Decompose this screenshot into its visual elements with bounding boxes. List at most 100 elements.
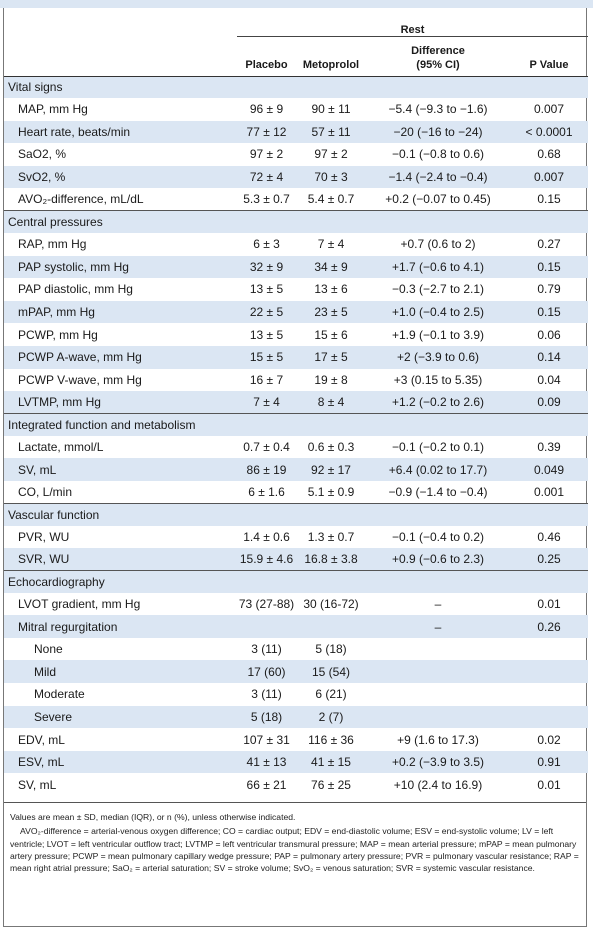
table-row: None 3 (11) 5 (18) (4, 638, 588, 661)
metoprolol-value: 6 (21) (315, 687, 347, 702)
p-value: 0.09 (510, 391, 589, 414)
top-band (0, 0, 593, 8)
placebo-value: 5.3 ± 0.7 (243, 192, 290, 207)
row-label: PCWP, mm Hg (18, 327, 98, 342)
section-row: Central pressures (4, 210, 589, 233)
placebo-value: 66 ± 21 (246, 777, 287, 792)
p-value: 0.02 (537, 732, 561, 747)
p-value: 0.25 (510, 548, 589, 571)
table-row: LVOT gradient, mm Hg 73 (27-88) 30 (16-72)… (4, 593, 588, 616)
row-label: SVR, WU (4, 548, 237, 571)
row-label: AVO₂-difference, mL/dL (18, 192, 144, 207)
p-value (510, 683, 588, 706)
p-value: 0.91 (510, 750, 589, 774)
placebo-value: 13 ± 5 (249, 327, 284, 342)
metoprolol-value: 92 ± 17 (296, 458, 366, 481)
table-row: Mitral regurgitation –0.26 (4, 615, 589, 638)
row-label: Mild (4, 660, 237, 684)
section-row: Integrated function and metabolism (4, 413, 589, 436)
header-difference: Difference (95% CI) (366, 36, 510, 77)
row-label: None (34, 642, 63, 657)
table-row: PAP diastolic, mm Hg 13 ± 5 13 ± 6 −0.3 (−2… (4, 278, 588, 301)
metoprolol-value (296, 615, 366, 638)
table-row: SVR, WU 15.9 ± 4.6 16.8 ± 3.8 +0.9 (−0.6 to… (4, 548, 589, 571)
p-value: 0.15 (537, 192, 561, 207)
section-row: Vital signs (4, 75, 589, 98)
row-label: PVR, WU (18, 529, 70, 544)
p-value: 0.01 (537, 596, 561, 611)
row-label: SV, mL (18, 777, 57, 792)
difference-value: +0.2 (−3.9 to 3.5) (366, 750, 510, 774)
p-value: 0.15 (510, 300, 589, 324)
table-row: Severe 5 (18) 2 (7) (4, 705, 589, 729)
metoprolol-value: 17 ± 5 (296, 345, 366, 369)
p-value: 0.79 (537, 282, 561, 297)
placebo-value: 15 ± 5 (237, 345, 296, 369)
header-placebo: Placebo (237, 36, 296, 77)
table-row: PCWP, mm Hg 13 ± 5 15 ± 6 +1.9 (−0.1 to 3.9… (4, 323, 588, 346)
metoprolol-value: 5.4 ± 0.7 (307, 192, 355, 207)
difference-value (366, 683, 510, 706)
difference-value: +9 (1.6 to 17.3) (397, 732, 479, 747)
row-label: Severe (4, 705, 237, 729)
row-label: RAP, mm Hg (18, 237, 87, 252)
p-value: 0.39 (537, 440, 561, 455)
table-row: MAP, mm Hg 96 ± 9 90 ± 11 −5.4 (−9.3 to −1.… (4, 98, 588, 121)
placebo-value: 17 (60) (237, 660, 296, 684)
difference-value: – (434, 596, 442, 611)
p-value: 0.68 (537, 147, 561, 162)
placebo-value: 3 (11) (251, 687, 282, 702)
placebo-value: 16 ± 7 (249, 372, 284, 387)
header-empty (4, 8, 237, 36)
difference-value: −0.9 (−1.4 to −0.4) (388, 484, 488, 499)
section-title: Vital signs (4, 75, 589, 98)
row-label: SaO2, % (18, 147, 67, 162)
table-row: PAP systolic, mm Hg 32 ± 9 34 ± 9 +1.7 (−0.… (4, 255, 589, 279)
placebo-value: 1.4 ± 0.6 (243, 529, 290, 544)
table-row: PVR, WU 1.4 ± 0.6 1.3 ± 0.7 −0.1 (−0.4 to 0… (4, 526, 588, 549)
placebo-value: 32 ± 9 (237, 255, 296, 279)
p-value (510, 638, 588, 661)
metoprolol-value: 57 ± 11 (296, 120, 366, 144)
section-title: Echocardiography (4, 570, 589, 593)
table-row: SV, mL 66 ± 21 76 ± 25 +10 (2.4 to 16.9) 0.0… (4, 773, 588, 796)
table-footnote: Values are mean ± SD, median (IQR), or n… (4, 802, 586, 874)
placebo-value: 22 ± 5 (237, 300, 296, 324)
footnote-note: Values are mean ± SD, median (IQR), or n… (10, 812, 296, 822)
row-label: mPAP, mm Hg (4, 300, 237, 324)
metoprolol-value: 8 ± 4 (296, 391, 366, 414)
difference-value (366, 638, 510, 661)
difference-value: +6.4 (0.02 to 17.7) (366, 458, 510, 481)
table-frame: Rest Placebo Metoprolol Difference (95% … (3, 8, 589, 927)
difference-value: −0.3 (−2.7 to 2.1) (391, 282, 485, 297)
p-value (510, 660, 589, 684)
table-row: AVO₂-difference, mL/dL 5.3 ± 0.7 5.4 ± 0.7… (4, 188, 588, 211)
difference-value: +0.7 (0.6 to 2) (400, 237, 476, 252)
header-rest: Rest (237, 8, 589, 37)
p-value: 0.001 (534, 484, 565, 499)
placebo-value: 41 ± 13 (237, 750, 296, 774)
table-row: SvO2, % 72 ± 4 70 ± 3 −1.4 (−2.4 to −0.4) 0.… (4, 165, 589, 189)
p-value: 0.06 (537, 327, 561, 342)
metoprolol-value: 15 ± 6 (314, 327, 348, 342)
placebo-value: 73 (27-88) (238, 596, 295, 611)
p-value: < 0.0001 (510, 120, 589, 144)
table-row: ESV, mL 41 ± 13 41 ± 15 +0.2 (−3.9 to 3.5) 0… (4, 750, 589, 774)
metoprolol-value: 34 ± 9 (296, 255, 366, 279)
difference-value: +1.0 (−0.4 to 2.5) (366, 300, 510, 324)
row-label: ESV, mL (4, 750, 237, 774)
placebo-value: 15.9 ± 4.6 (237, 548, 296, 571)
section-row: Vascular function (4, 503, 589, 526)
p-value: 0.26 (510, 615, 589, 638)
table-row: CO, L/min 6 ± 1.6 5.1 ± 0.9 −0.9 (−1.4 to −… (4, 481, 588, 504)
metoprolol-value: 15 (54) (296, 660, 366, 684)
placebo-value: 13 ± 5 (249, 282, 284, 297)
placebo-value (237, 615, 296, 638)
placebo-value: 5 (18) (237, 705, 296, 729)
table-header: Rest Placebo Metoprolol Difference (95% … (4, 8, 589, 77)
row-label: LVOT gradient, mm Hg (18, 596, 141, 611)
table-row: SV, mL 86 ± 19 92 ± 17 +6.4 (0.02 to 17.7) 0… (4, 458, 589, 481)
p-value: 0.049 (510, 458, 589, 481)
metoprolol-value: 19 ± 8 (314, 372, 348, 387)
